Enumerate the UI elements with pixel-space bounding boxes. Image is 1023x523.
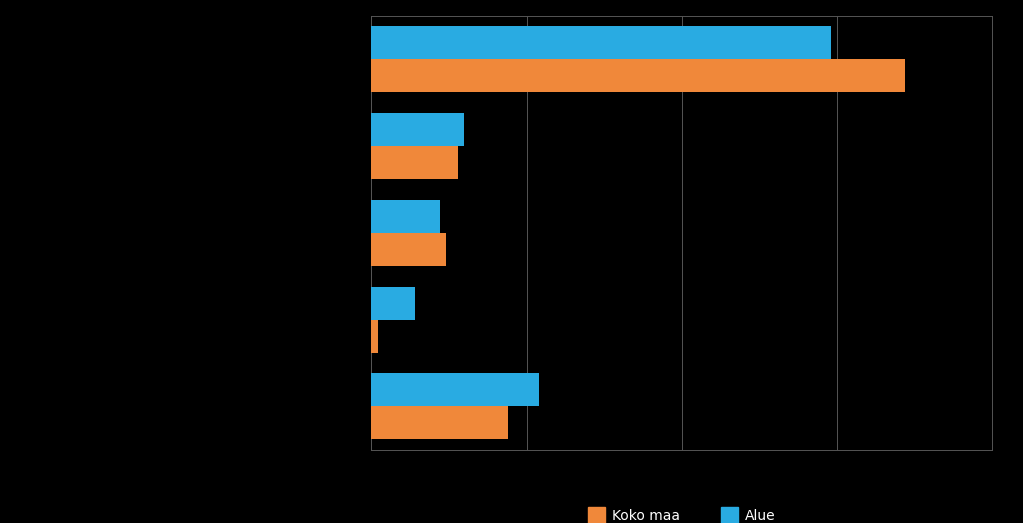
Bar — [371, 26, 831, 59]
Bar — [371, 200, 440, 233]
Bar — [371, 113, 464, 146]
Bar — [371, 287, 414, 320]
Legend: Koko maa, Alue: Koko maa, Alue — [582, 502, 782, 523]
Bar — [371, 373, 539, 406]
Bar — [371, 59, 905, 92]
Bar — [371, 146, 458, 179]
Bar — [371, 406, 508, 439]
Bar — [371, 233, 446, 266]
Bar — [371, 320, 377, 353]
